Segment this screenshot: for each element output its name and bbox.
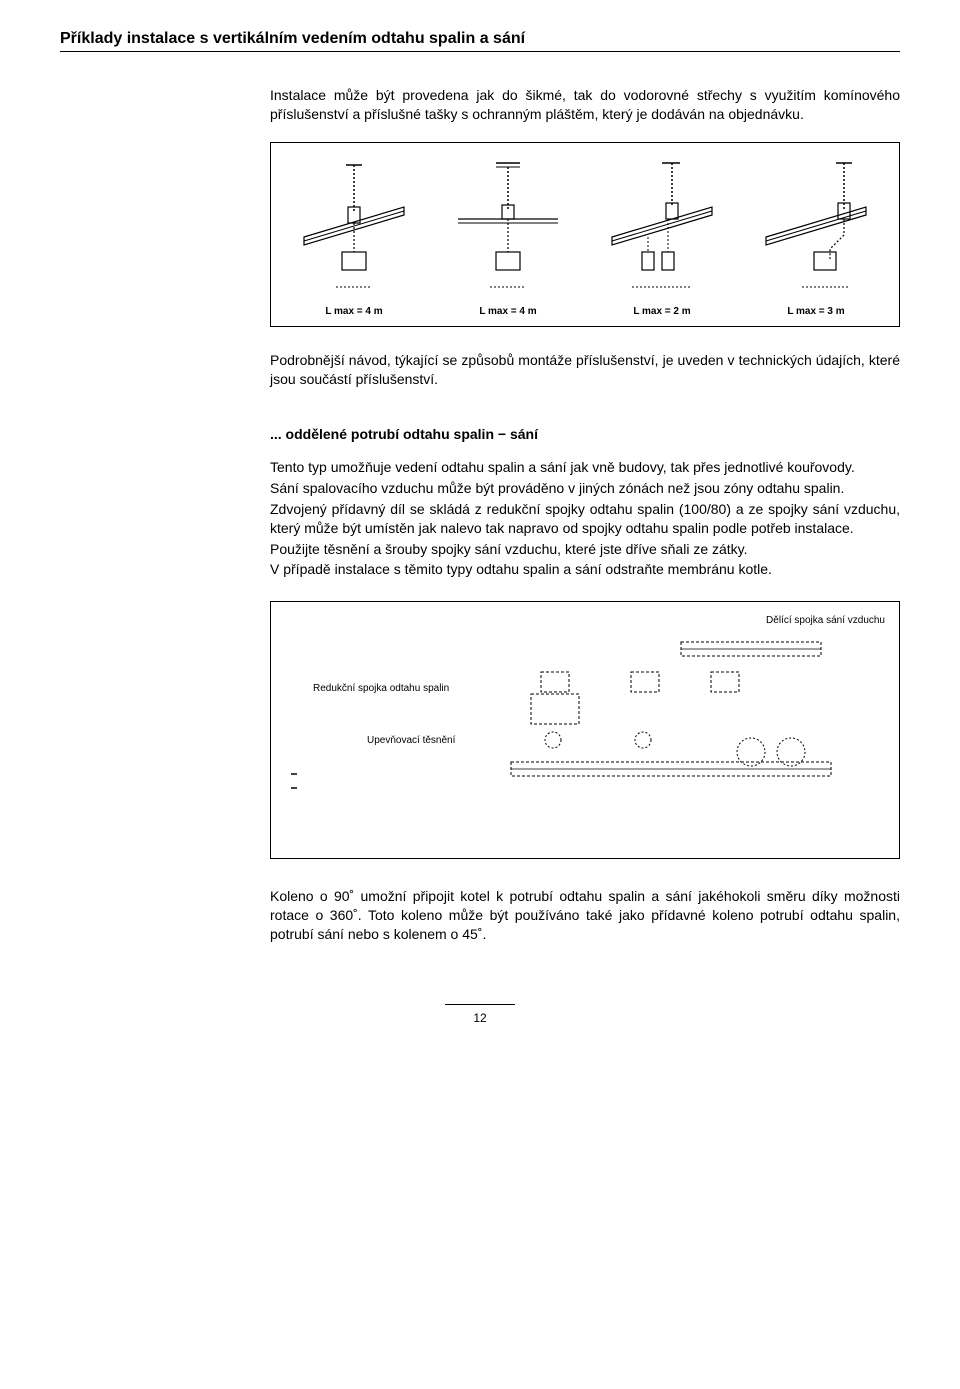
page-number: 12 (445, 1004, 515, 1025)
roof-diagrams-box: L max = 4 m (270, 142, 900, 328)
body-para-5: V případě instalace s těmito typy odtahu… (270, 560, 900, 579)
fitting-label-left2: Upevňovací těsnění (367, 734, 455, 748)
fitting-svg (481, 632, 851, 822)
subheading: ... oddělené potrubí odtahu spalin − sán… (270, 425, 900, 444)
body-para-3: Zdvojený přídavný díl se skládá z redukč… (270, 500, 900, 538)
diagram-2-label: L max = 4 m (435, 305, 581, 319)
diagram-4-label: L max = 3 m (743, 305, 889, 319)
diagram-3: L max = 2 m (589, 157, 735, 319)
content-column: Instalace může být provedena jak do šikm… (270, 86, 900, 944)
diagram-3-svg (589, 157, 735, 297)
bottom-paragraph: Koleno o 90˚ umožní připojit kotel k pot… (270, 887, 900, 944)
mid-paragraph: Podrobnější návod, týkající se způsobů m… (270, 351, 900, 389)
diagram-3-label: L max = 2 m (589, 305, 735, 319)
page-title: Příklady instalace s vertikálním vedením… (60, 30, 900, 52)
diagram-4: L max = 3 m (743, 157, 889, 319)
diagram-1: L max = 4 m (281, 157, 427, 319)
fitting-label-left1: Redukční spojka odtahu spalin (313, 682, 449, 696)
diagram-2: L max = 4 m (435, 157, 581, 319)
diagram-2-svg (435, 157, 581, 297)
tick-marks (289, 770, 301, 800)
fitting-label-right: Dělící spojka sání vzduchu (766, 614, 885, 628)
body-para-1: Tento typ umožňuje vedení odtahu spalin … (270, 458, 900, 477)
diagram-4-svg (743, 157, 889, 297)
page: Příklady instalace s vertikálním vedením… (0, 0, 960, 1055)
body-para-4: Použijte těsnění a šrouby spojky sání vz… (270, 540, 900, 559)
body-para-2: Sání spalovacího vzduchu může být provád… (270, 479, 900, 498)
diagram-1-svg (281, 157, 427, 297)
fitting-diagram-box: Dělící spojka sání vzduchu Redukční spoj… (270, 601, 900, 859)
intro-paragraph: Instalace může být provedena jak do šikm… (270, 86, 900, 124)
diagram-1-label: L max = 4 m (281, 305, 427, 319)
four-diagrams-row: L max = 4 m (281, 157, 889, 319)
